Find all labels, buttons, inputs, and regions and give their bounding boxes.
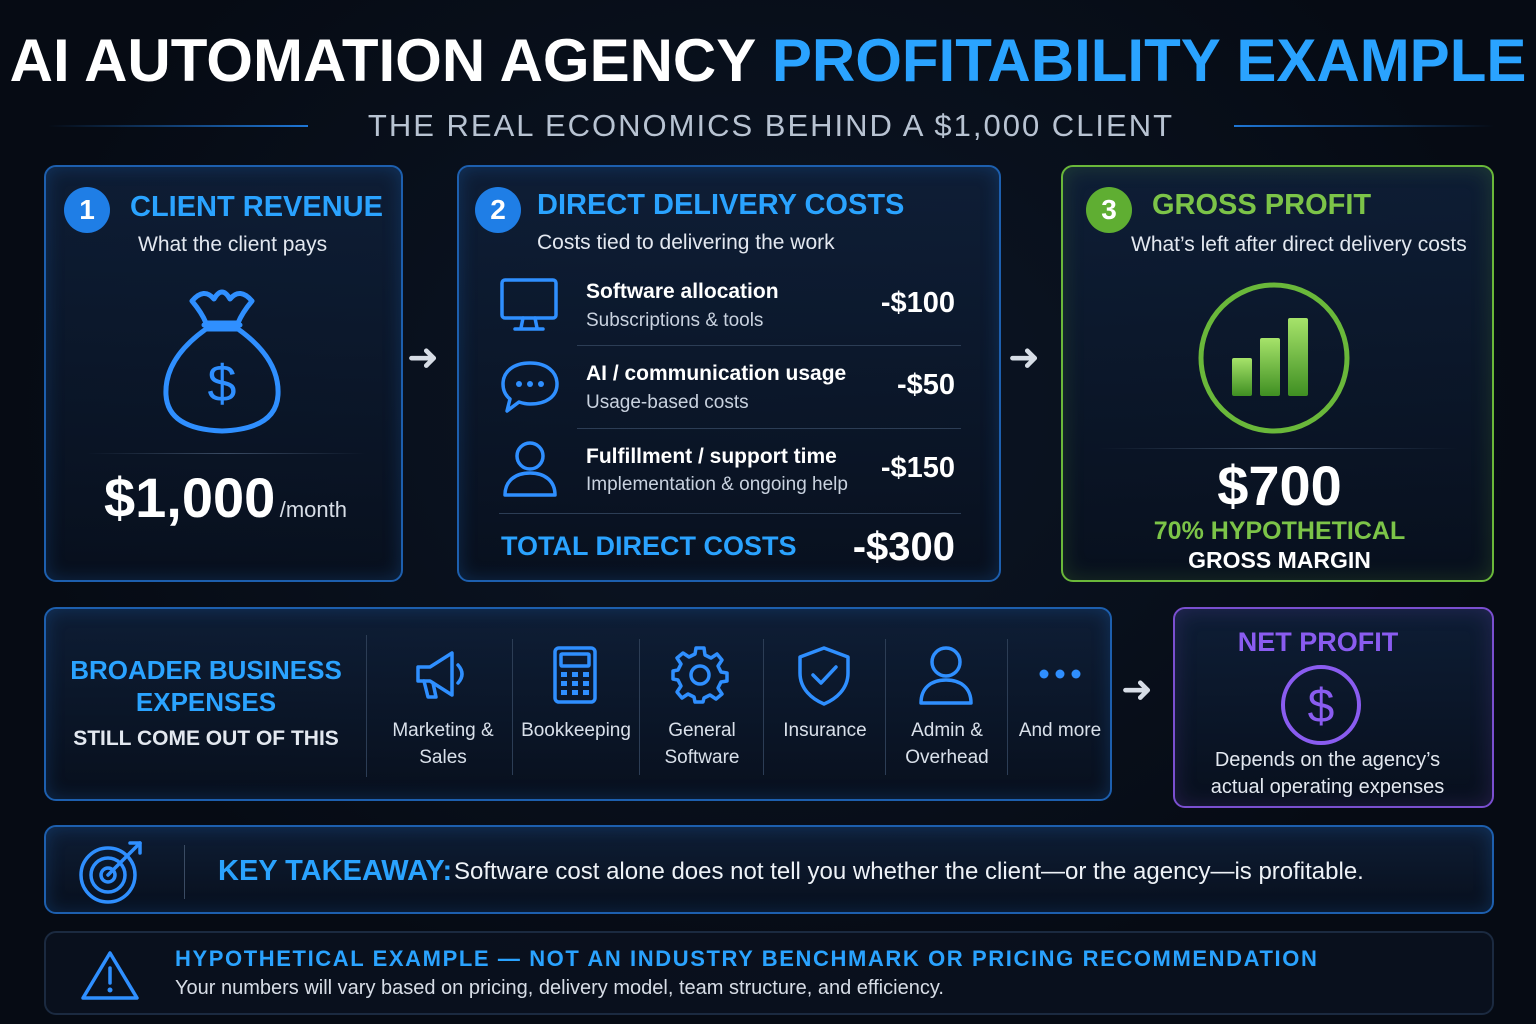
cost-item-desc: Subscriptions & tools [586,310,764,331]
shield-check-icon [798,646,850,706]
column-separator [885,639,886,775]
total-direct-costs-value: -$300 [852,525,955,569]
column-separator [639,639,640,775]
cost-item-value: -$150 [880,452,955,484]
svg-text:$: $ [1308,680,1335,733]
net-profit-desc-line-1: Depends on the agency’s [1214,749,1441,771]
key-takeaway-bar: KEY TAKEAWAY: Software cost alone does n… [44,825,1494,914]
net-profit-title: NET PROFIT [1237,627,1399,657]
gross-profit-amount: $700 [1217,454,1342,517]
step-3-badge: 3 [1086,187,1132,233]
column-separator [763,639,764,775]
cost-row-divider [577,428,961,429]
cost-item-desc: Usage-based costs [586,392,749,413]
expense-label: Marketing & Sales [382,717,504,771]
client-revenue-subtitle: What the client pays [138,233,328,256]
total-divider [499,513,961,514]
bar-chart-icon [1198,282,1350,434]
title-part-1: AI AUTOMATION AGENCY [9,27,756,94]
expense-label: Bookkeeping [514,717,638,744]
cost-item-desc: Implementation & ongoing help [586,474,848,495]
expense-label-line-1: And more [1018,720,1102,741]
key-takeaway-label: KEY TAKEAWAY: [218,855,453,887]
total-direct-costs-label: TOTAL DIRECT COSTS [501,531,797,561]
disclaimer-title: HYPOTHETICAL EXAMPLE — NOT AN INDUSTRY B… [175,946,1319,971]
gross-margin-line-2: GROSS MARGIN [1188,547,1371,573]
net-profit-desc-line-2: actual operating expenses [1210,776,1445,798]
person-icon [503,441,557,497]
step-1-badge: 1 [64,187,110,233]
chat-bubble-icon [501,361,559,413]
expense-label-line-2: Software [664,747,740,768]
monitor-icon [500,278,558,331]
dollar-circle-icon: $ [1281,665,1361,745]
cost-row-divider [577,345,961,346]
client-revenue-card: 1 CLIENT REVENUE What the client pays $ … [44,165,403,582]
direct-costs-card: 2 DIRECT DELIVERY COSTS Costs tied to de… [457,165,1001,582]
subtitle-line-left [48,125,308,127]
client-revenue-title: CLIENT REVENUE [130,191,383,223]
expense-label-line-1: Bookkeeping [521,720,631,741]
expenses-title-line-2: EXPENSES [135,687,277,717]
page-title: AI AUTOMATION AGENCY PROFITABILITY EXAMP… [0,24,1536,98]
expense-label-line-2: Overhead [905,747,989,768]
gross-profit-title: GROSS PROFIT [1152,189,1372,221]
cost-item-name: Fulfillment / support time [586,445,837,468]
user-icon [919,646,973,705]
svg-text:$: $ [208,355,237,413]
column-separator [366,635,367,777]
gross-profit-subtitle: What’s left after direct delivery costs [1131,233,1467,256]
cost-item-value: -$50 [896,369,955,401]
cost-item-name: AI / communication usage [586,362,847,385]
expenses-subtitle: STILL COME OUT OF THIS [73,727,339,750]
arrow-right-icon: ➜ [407,337,439,379]
direct-costs-subtitle: Costs tied to delivering the work [537,231,835,254]
step-2-badge: 2 [475,187,521,233]
expense-label-line-1: Insurance [783,720,867,741]
direct-costs-title: DIRECT DELIVERY COSTS [537,189,905,221]
page-subtitle: THE REAL ECONOMICS BEHIND A $1,000 CLIEN… [367,108,1175,143]
disclaimer-text: Your numbers will vary based on pricing,… [175,977,944,999]
megaphone-icon [416,651,464,699]
expense-label: Admin & Overhead [886,717,1008,771]
expense-label: General Software [640,717,764,771]
column-separator [1007,639,1008,775]
expense-label-line-1: General [668,720,736,741]
net-profit-card: NET PROFIT $ Depends on the agency’s act… [1173,607,1494,808]
revenue-unit: /month [279,497,347,522]
gross-divider [1099,448,1459,449]
revenue-divider [86,453,366,454]
cost-item-name: Software allocation [586,280,779,303]
gross-margin-line-1: 70% HYPOTHETICAL [1153,517,1406,545]
key-takeaway-text: Software cost alone does not tell you wh… [454,858,1364,885]
expense-label-line-1: Marketing & [392,720,494,741]
warning-icon [81,951,139,1000]
expense-label-line-2: Sales [419,747,467,768]
expense-label-line-1: Admin & [911,720,983,741]
broader-expenses-card: BROADER BUSINESS EXPENSES STILL COME OUT… [44,607,1112,801]
target-icon [79,841,142,904]
revenue-amount-row: $1,000 /month [46,465,405,530]
gear-icon [671,646,729,704]
arrow-right-icon: ➜ [1121,669,1153,711]
arrow-right-icon: ➜ [1008,337,1040,379]
subtitle-line-right [1234,125,1494,127]
expense-label: And more [1008,717,1112,744]
money-bag-icon: $ [163,289,281,434]
gross-profit-card: 3 GROSS PROFIT What’s left after direct … [1061,165,1494,582]
calculator-icon [553,646,597,704]
disclaimer-bar: HYPOTHETICAL EXAMPLE — NOT AN INDUSTRY B… [44,931,1494,1015]
column-separator [512,639,513,775]
title-part-2: PROFITABILITY EXAMPLE [771,27,1527,94]
cost-item-value: -$100 [880,287,955,319]
subtitle-row: THE REAL ECONOMICS BEHIND A $1,000 CLIEN… [48,106,1494,146]
expenses-title-line-1: BROADER BUSINESS [70,655,342,685]
revenue-amount: $1,000 [104,466,276,529]
expense-label: Insurance [764,717,886,744]
takeaway-separator [184,845,185,899]
ellipsis-icon [1039,669,1081,679]
